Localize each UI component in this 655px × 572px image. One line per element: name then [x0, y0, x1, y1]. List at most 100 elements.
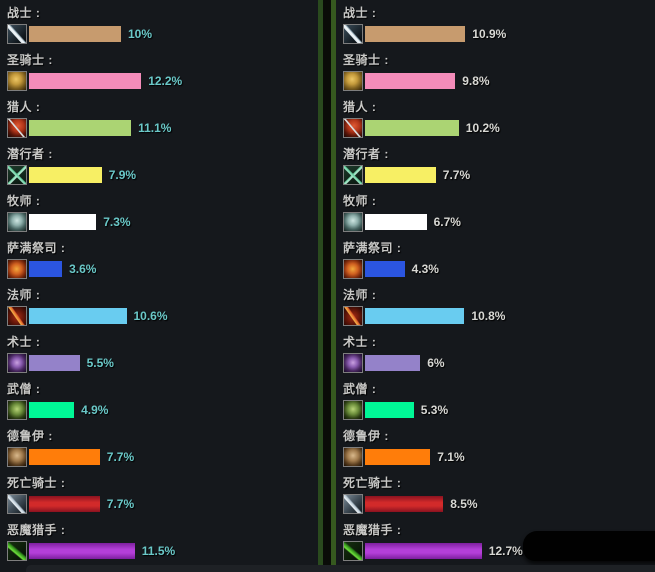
class-bar-row: 12.2%: [7, 71, 318, 91]
class-label: 法师 :: [7, 288, 41, 302]
class-bar: [365, 26, 466, 42]
class-bar: [365, 449, 431, 465]
shaman-class-icon: [7, 259, 27, 279]
class-bar-row: 7.3%: [7, 212, 318, 232]
class-row: 武僧 : 5.3%: [343, 382, 655, 420]
class-bar-row: 10.6%: [7, 306, 318, 326]
paladin-class-icon: [7, 71, 27, 91]
class-bar-row: 4.3%: [343, 259, 655, 279]
class-label: 死亡骑士 :: [343, 476, 402, 490]
class-row: 牧师 : 6.7%: [343, 194, 655, 232]
class-bar-row: 6.7%: [343, 212, 655, 232]
class-bar: [29, 73, 142, 89]
class-bar: [29, 120, 132, 136]
class-bar: [365, 355, 421, 371]
class-row: 圣骑士 : 9.8%: [343, 53, 655, 91]
percent-label: 5.3%: [420, 403, 449, 417]
class-bar: [365, 308, 465, 324]
class-bar-row: 8.5%: [343, 494, 655, 514]
class-row: 死亡骑士 : 8.5%: [343, 476, 655, 514]
class-bar: [29, 26, 121, 42]
class-row: 战士 : 10.9%: [343, 6, 655, 44]
monk-class-icon: [7, 400, 27, 420]
class-row: 死亡骑士 : 7.7%: [7, 476, 318, 514]
class-bar-row: 11.5%: [7, 541, 318, 561]
class-bar: [29, 496, 100, 512]
demonhunter-class-icon: [7, 541, 27, 561]
class-bar: [29, 214, 97, 230]
mage-class-icon: [343, 306, 363, 326]
class-label: 圣骑士 :: [7, 53, 53, 67]
priest-class-icon: [343, 212, 363, 232]
class-bar: [365, 120, 459, 136]
class-bar-row: 10.8%: [343, 306, 655, 326]
percent-label: 10.2%: [465, 121, 500, 135]
class-bar: [29, 449, 100, 465]
warlock-class-icon: [343, 353, 363, 373]
class-row: 潜行者 : 7.7%: [343, 147, 655, 185]
class-bar: [365, 214, 427, 230]
class-label: 战士 :: [7, 6, 41, 20]
class-label: 圣骑士 :: [343, 53, 389, 67]
percent-label: 10.8%: [471, 309, 506, 323]
monk-class-icon: [343, 400, 363, 420]
percent-label: 6%: [427, 356, 445, 370]
class-bar-row: 6%: [343, 353, 655, 373]
class-label: 武僧 :: [343, 382, 377, 396]
druid-class-icon: [343, 447, 363, 467]
class-label: 猎人 :: [7, 100, 41, 114]
class-row: 牧师 : 7.3%: [7, 194, 318, 232]
percent-label: 7.9%: [108, 168, 137, 182]
class-bar: [365, 496, 444, 512]
class-bar-row: 11.1%: [7, 118, 318, 138]
percent-label: 9.8%: [462, 74, 490, 88]
rogue-class-icon: [7, 165, 27, 185]
class-bar: [29, 543, 135, 559]
class-bar-row: 9.8%: [343, 71, 655, 91]
class-label: 牧师 :: [343, 194, 377, 208]
percent-label: 7.3%: [103, 215, 131, 229]
class-label: 萨满祭司 :: [7, 241, 66, 255]
class-row: 恶魔猎手 : 12.7%: [343, 523, 655, 561]
percent-label: 7.1%: [437, 450, 465, 464]
class-label: 战士 :: [343, 6, 377, 20]
percent-label: 7.7%: [442, 168, 471, 182]
class-bar-row: 12.7%: [343, 541, 655, 561]
class-bar: [29, 261, 63, 277]
class-row: 德鲁伊 : 7.1%: [343, 429, 655, 467]
class-label: 武僧 :: [7, 382, 41, 396]
class-bar-row: 10.2%: [343, 118, 655, 138]
class-row: 猎人 : 11.1%: [7, 100, 318, 138]
redaction-blob: [523, 531, 655, 561]
class-row: 萨满祭司 : 3.6%: [7, 241, 318, 279]
class-row: 猎人 : 10.2%: [343, 100, 655, 138]
class-row: 术士 : 6%: [343, 335, 655, 373]
class-row: 恶魔猎手 : 11.5%: [7, 523, 318, 561]
class-bar: [365, 402, 414, 418]
class-label: 恶魔猎手 :: [7, 523, 66, 537]
paladin-class-icon: [343, 71, 363, 91]
class-label: 德鲁伊 :: [343, 429, 389, 443]
class-list-right: 战士 : 10.9% 圣骑士 : 9.8% 猎人 : 10.2% 潜行者 : 7…: [343, 6, 655, 561]
class-bar: [365, 167, 436, 183]
percent-label: 6.7%: [433, 215, 461, 229]
class-bar: [365, 73, 456, 89]
class-label: 术士 :: [343, 335, 377, 349]
deathknight-class-icon: [343, 494, 363, 514]
class-bar-row: 7.9%: [7, 165, 318, 185]
percent-label: 7.7%: [106, 497, 135, 511]
class-bar-row: 10%: [7, 24, 318, 44]
deathknight-class-icon: [7, 494, 27, 514]
class-bar-row: 5.3%: [343, 400, 655, 420]
class-bar-row: 10.9%: [343, 24, 655, 44]
class-bar: [29, 355, 80, 371]
class-row: 圣骑士 : 12.2%: [7, 53, 318, 91]
druid-class-icon: [7, 447, 27, 467]
class-row: 术士 : 5.5%: [7, 335, 318, 373]
class-distribution-panel-left: 战士 : 10% 圣骑士 : 12.2% 猎人 : 11.1% 潜行者 : 7.…: [0, 0, 323, 572]
class-bar-row: 4.9%: [7, 400, 318, 420]
class-row: 武僧 : 4.9%: [7, 382, 318, 420]
class-bar: [365, 261, 405, 277]
class-label: 法师 :: [343, 288, 377, 302]
